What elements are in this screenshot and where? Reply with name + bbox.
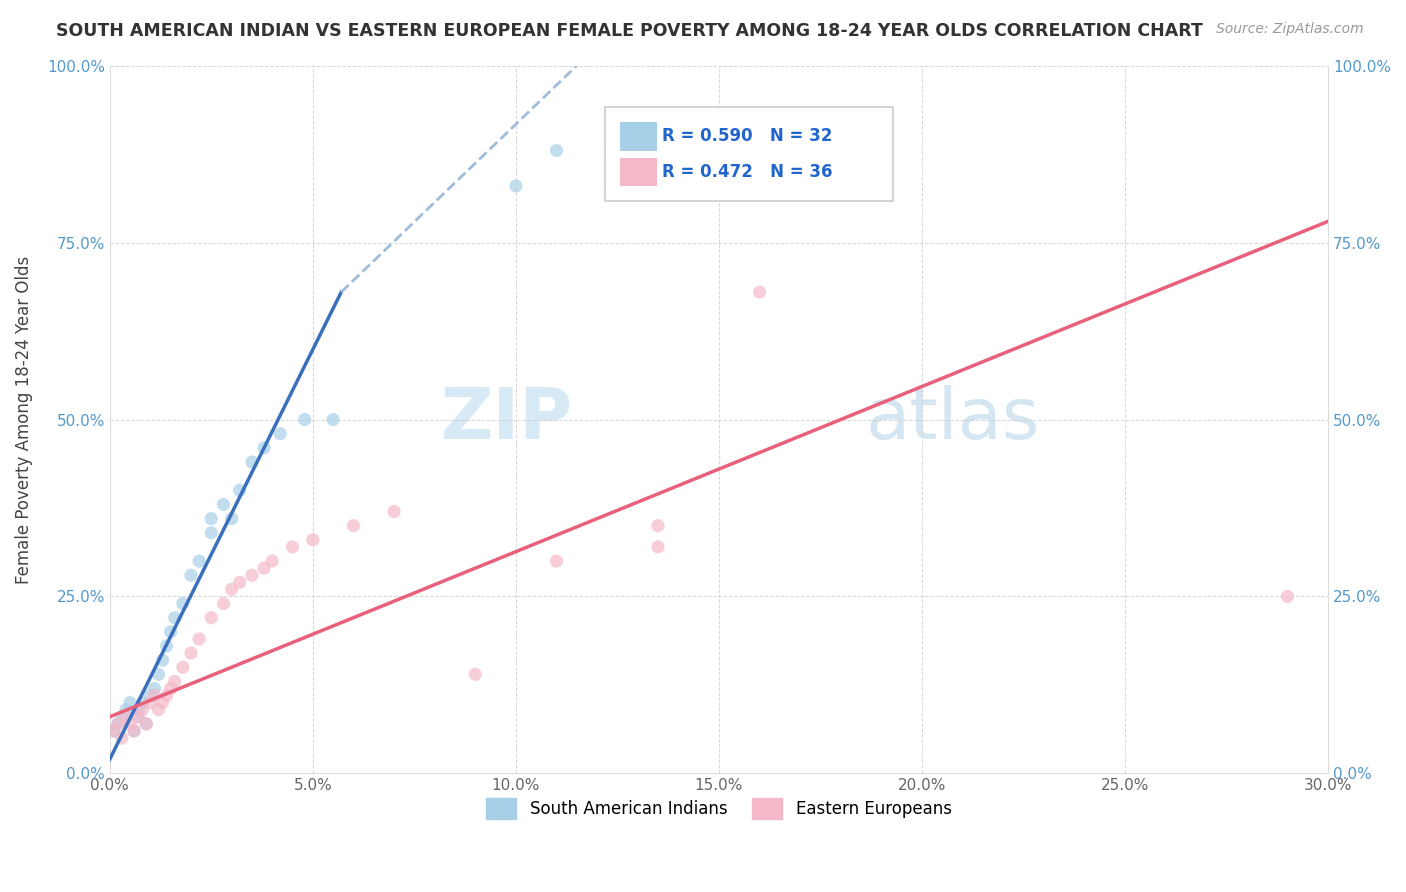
Text: Source: ZipAtlas.com: Source: ZipAtlas.com [1216, 22, 1364, 37]
Point [127, 710, 149, 724]
Point [155, 689, 177, 703]
Point [240, 455, 263, 469]
Point [139, 696, 162, 710]
Point [200, 525, 222, 540]
Point [546, 144, 568, 158]
Point [180, 568, 202, 582]
Point [322, 412, 344, 426]
Point [148, 703, 170, 717]
Point [115, 703, 138, 717]
Text: atlas: atlas [865, 385, 1039, 454]
Point [269, 426, 291, 441]
Point [464, 667, 486, 681]
Point [152, 653, 174, 667]
Text: R = 0.590   N = 32: R = 0.590 N = 32 [662, 128, 832, 145]
Point [188, 632, 211, 646]
Point [122, 723, 145, 738]
Point [200, 511, 222, 525]
Point [111, 710, 134, 724]
Point [135, 717, 157, 731]
Point [159, 624, 181, 639]
Point [647, 540, 669, 554]
Point [152, 696, 174, 710]
Point [212, 597, 235, 611]
Point [748, 285, 770, 299]
Point [139, 689, 162, 703]
Point [107, 717, 129, 731]
Point [188, 554, 211, 568]
Point [172, 660, 194, 674]
Point [281, 540, 304, 554]
Point [120, 696, 142, 710]
Point [221, 582, 243, 597]
Point [120, 717, 142, 731]
Point [342, 518, 364, 533]
Text: R = 0.472   N = 36: R = 0.472 N = 36 [662, 163, 832, 181]
Point [546, 554, 568, 568]
Point [127, 703, 149, 717]
Point [212, 498, 235, 512]
Point [262, 554, 284, 568]
Point [647, 518, 669, 533]
Point [180, 646, 202, 660]
Point [148, 667, 170, 681]
Point [228, 575, 250, 590]
Point [240, 568, 263, 582]
Point [131, 703, 153, 717]
Point [155, 639, 177, 653]
Point [122, 723, 145, 738]
Point [200, 610, 222, 624]
Point [505, 178, 527, 193]
Text: SOUTH AMERICAN INDIAN VS EASTERN EUROPEAN FEMALE POVERTY AMONG 18-24 YEAR OLDS C: SOUTH AMERICAN INDIAN VS EASTERN EUROPEA… [56, 22, 1204, 40]
Y-axis label: Female Poverty Among 18-24 Year Olds: Female Poverty Among 18-24 Year Olds [15, 255, 32, 583]
Point [159, 681, 181, 696]
Point [172, 597, 194, 611]
Point [294, 412, 316, 426]
Point [163, 610, 186, 624]
Point [143, 681, 166, 696]
Point [253, 441, 276, 455]
Point [1277, 590, 1299, 604]
Point [103, 723, 125, 738]
Point [163, 674, 186, 689]
Point [107, 717, 129, 731]
Point [111, 731, 134, 745]
Point [253, 561, 276, 575]
Point [382, 504, 405, 518]
Point [131, 696, 153, 710]
Point [127, 710, 149, 724]
Point [143, 689, 166, 703]
Point [103, 723, 125, 738]
Text: ZIP: ZIP [440, 385, 572, 454]
Point [115, 710, 138, 724]
Legend: South American Indians, Eastern Europeans: South American Indians, Eastern European… [479, 791, 959, 825]
Point [301, 533, 323, 547]
Point [135, 717, 157, 731]
Point [221, 511, 243, 525]
Point [228, 483, 250, 498]
